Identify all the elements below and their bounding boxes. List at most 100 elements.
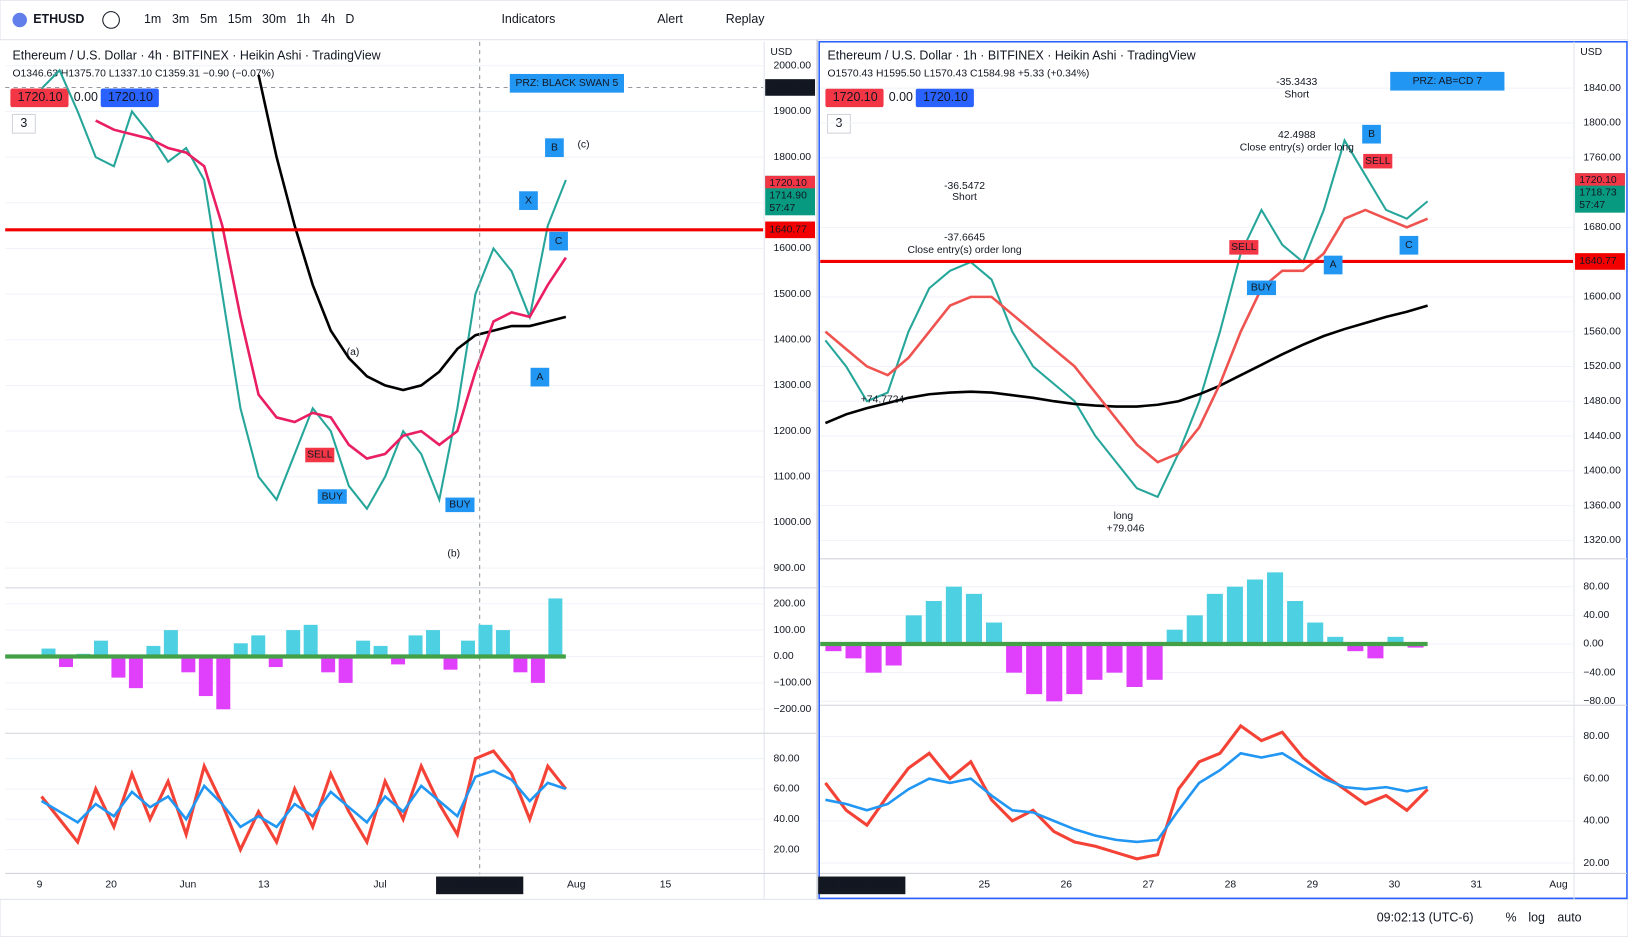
price-tag-bg xyxy=(100,88,159,108)
price-axis-label: 1400.00 xyxy=(1583,466,1621,477)
histogram-bar xyxy=(268,656,283,668)
top-toolbar xyxy=(0,0,1628,41)
price-line xyxy=(40,68,567,511)
interval-button[interactable]: 30m xyxy=(262,12,286,26)
interval-button[interactable]: 15m xyxy=(228,12,252,26)
histogram-bar xyxy=(426,630,441,657)
time-axis-label: 28 xyxy=(1225,880,1237,891)
annotation: SELL xyxy=(1231,242,1257,253)
annotation: BUY xyxy=(322,491,343,502)
histogram-bar xyxy=(513,656,528,673)
add-symbol[interactable] xyxy=(102,11,120,29)
last-price-top xyxy=(1575,173,1625,186)
point-box xyxy=(549,231,568,251)
price-tag: 0.00 xyxy=(74,90,98,104)
interval-button[interactable]: D xyxy=(345,12,354,26)
histogram-bar xyxy=(1166,629,1183,645)
price-axis-label: 2000.00 xyxy=(774,61,812,72)
price-line xyxy=(824,137,1429,499)
interval-button[interactable]: 1h xyxy=(296,12,310,26)
histogram-bar xyxy=(356,640,371,657)
price-axis-label: 900.00 xyxy=(774,563,806,574)
price-axis-label: 1560.00 xyxy=(1583,326,1621,337)
point-box xyxy=(530,367,550,387)
histogram-bar xyxy=(338,656,353,683)
signal-box xyxy=(305,447,335,463)
alert-button[interactable]: Alert xyxy=(657,12,683,26)
last-price-top xyxy=(765,175,816,189)
oscillator-line xyxy=(824,723,1429,861)
annotation: 42.4988 xyxy=(1278,130,1316,141)
time-axis-label: Jun xyxy=(180,880,197,891)
time-axis-label: 13 xyxy=(258,880,270,891)
annotation: -36.5472 xyxy=(944,181,985,192)
indicator-toggle[interactable] xyxy=(826,113,851,134)
histogram-bar xyxy=(303,624,318,657)
level-tag: 1640.77 xyxy=(769,225,807,236)
annotation: SELL xyxy=(307,450,333,461)
histogram-bar xyxy=(885,644,902,666)
histogram-bar xyxy=(1387,636,1404,645)
annotation: A xyxy=(1330,260,1337,271)
price-axis-label: 1300.00 xyxy=(774,380,812,391)
interval-button[interactable]: 4h xyxy=(321,12,335,26)
time-axis-label: Jul xyxy=(373,880,386,891)
price-axis-label: 1600.00 xyxy=(1583,292,1621,303)
histogram-bar xyxy=(1327,636,1344,645)
signal-box xyxy=(1363,153,1393,169)
annotation: PRZ: AB=CD 7 xyxy=(1413,76,1483,87)
level-tag-bg xyxy=(765,221,816,239)
indicators-button[interactable]: Indicators xyxy=(501,12,555,26)
last-price: 1718.73 xyxy=(1579,188,1617,199)
interval-button[interactable]: 1m xyxy=(144,12,161,26)
panel-header: Ethereum / U.S. Dollar · 4h · BITFINEX ·… xyxy=(12,49,381,63)
price-tag: 1720.10 xyxy=(923,90,968,104)
histogram-bar xyxy=(1186,615,1203,645)
point-box xyxy=(1323,255,1343,275)
indicator-toggle[interactable] xyxy=(11,113,36,134)
symbol[interactable]: ETHUSD xyxy=(33,12,84,26)
replay-button[interactable]: Replay xyxy=(726,12,765,26)
histogram-bar xyxy=(443,656,458,670)
price-tag-bg xyxy=(825,88,884,108)
clock: 09:02:13 (UTC-6) xyxy=(1377,910,1474,924)
price-axis-label: 40.00 xyxy=(1583,610,1609,621)
interval-button[interactable]: 3m xyxy=(172,12,189,26)
time-axis-label: Aug xyxy=(567,880,586,891)
time-axis-label: 26 xyxy=(1061,880,1073,891)
annotation: (a) xyxy=(347,347,360,358)
last-price: 1720.10 xyxy=(1579,175,1617,186)
price-axis-label: 1760.00 xyxy=(1583,153,1621,164)
price-tag: 1720.10 xyxy=(833,90,878,104)
price-axis-label: 1480.00 xyxy=(1583,396,1621,407)
histogram-bar xyxy=(945,586,962,645)
histogram-bar xyxy=(93,640,108,657)
time-axis-label: Aug xyxy=(1549,880,1568,891)
price-line xyxy=(95,119,567,460)
prz-box xyxy=(1390,71,1505,91)
log-button[interactable]: log xyxy=(1528,910,1545,924)
percent-button[interactable]: % xyxy=(1505,910,1516,924)
time-axis-label: 17 Jul '22 02:00 xyxy=(443,880,516,891)
annotation: Close entry(s) order long xyxy=(1240,142,1354,153)
annotation: BUY xyxy=(449,500,470,511)
histogram-bar xyxy=(495,630,510,657)
annotation: A xyxy=(536,372,543,383)
time-axis-label: 22 Jul '22 23:00 xyxy=(825,880,898,891)
axis-unit: USD xyxy=(770,47,792,58)
histogram-bar xyxy=(1206,593,1223,645)
prz-box xyxy=(509,73,624,93)
price-line xyxy=(824,208,1429,464)
time-tag-bg xyxy=(436,876,524,895)
annotation: BUY xyxy=(1251,283,1272,294)
price-axis-label: −80.00 xyxy=(1583,696,1615,707)
histogram-bar xyxy=(41,648,56,657)
annotation: +79.046 xyxy=(1107,523,1145,534)
histogram-bar xyxy=(181,656,196,673)
histogram-bar xyxy=(1226,586,1243,645)
interval-button[interactable]: 5m xyxy=(200,12,217,26)
histogram-bar xyxy=(1287,601,1304,645)
auto-button[interactable]: auto xyxy=(1557,910,1581,924)
indicator-count[interactable]: 3 xyxy=(20,116,27,130)
annotation: (c) xyxy=(577,139,589,150)
